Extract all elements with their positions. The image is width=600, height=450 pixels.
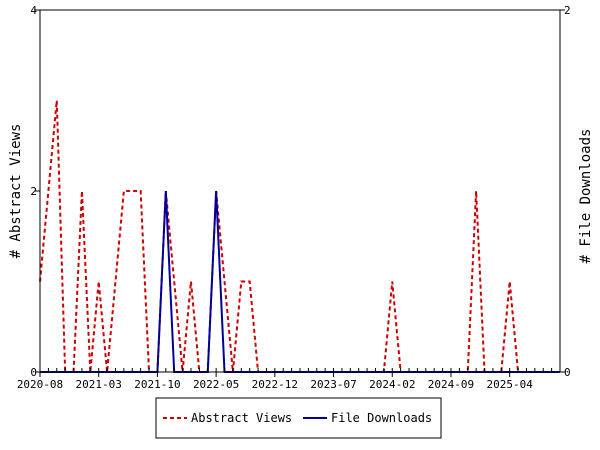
y-left-tick-label: 2 — [30, 185, 37, 198]
series-line-abstract-views — [39, 100, 560, 373]
x-tick-label: 2021-10 — [134, 378, 180, 391]
y-left-tick-label: 4 — [30, 4, 37, 17]
y-left-tick-label: 0 — [30, 366, 37, 379]
plot-frame — [39, 9, 561, 373]
x-tick-label: 2025-04 — [486, 378, 533, 391]
plot-lines — [39, 100, 560, 373]
x-tick-label: 2024-02 — [369, 378, 415, 391]
y-right-tick-label: 0 — [564, 366, 571, 379]
y-axis-ticks: 0 2 4 0 2 — [30, 4, 570, 379]
x-tick-label: 2020-08 — [17, 378, 63, 391]
legend: Abstract Views File Downloads — [155, 397, 442, 439]
x-tick-label: 2022-05 — [193, 378, 239, 391]
x-tick-label: 2023-07 — [310, 378, 356, 391]
x-tick-label: 2022-12 — [252, 378, 298, 391]
x-tick-label: 2024-09 — [428, 378, 474, 391]
legend-label-abstract-views: Abstract Views — [191, 411, 292, 425]
x-tick-label: 2021-03 — [76, 378, 122, 391]
legend-box — [155, 397, 442, 439]
series-line-file-downloads — [40, 190, 560, 373]
y-right-tick-label: 2 — [564, 4, 571, 17]
left-axis-title: # Abstract Views — [8, 124, 24, 259]
right-axis-title: # File Downloads — [578, 129, 594, 264]
legend-label-file-downloads: File Downloads — [331, 411, 432, 425]
x-axis-ticks: 2020-08 2021-03 2021-10 2022-05 2022-12 2023-… — [17, 368, 561, 391]
